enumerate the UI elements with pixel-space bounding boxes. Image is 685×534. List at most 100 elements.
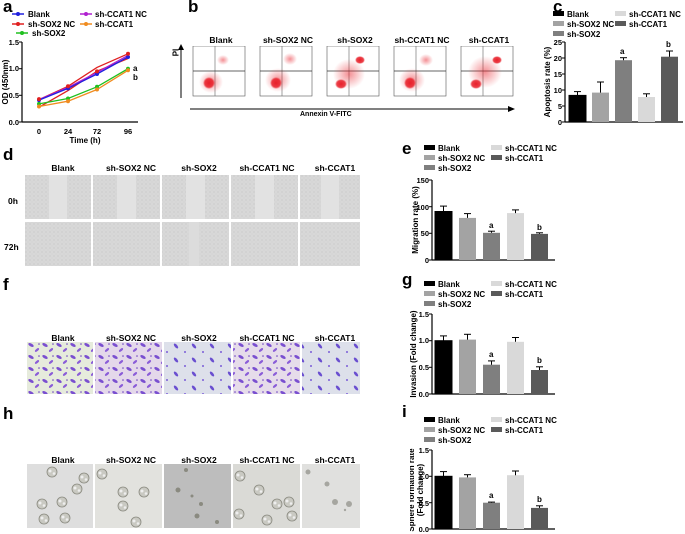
panel-label-h: h <box>3 404 14 423</box>
svg-text:sh-SOX2: sh-SOX2 <box>438 300 472 309</box>
panel-label-d: d <box>3 145 14 164</box>
flow-plots <box>192 46 514 97</box>
svg-text:sh-SOX2: sh-SOX2 <box>32 29 66 38</box>
svg-text:1.0: 1.0 <box>419 472 429 481</box>
annexin-axis-arrow-icon <box>190 106 515 112</box>
svg-text:150: 150 <box>416 176 429 185</box>
svg-text:0.0: 0.0 <box>9 118 19 127</box>
svg-text:20: 20 <box>554 54 562 63</box>
svg-text:a: a <box>489 491 494 500</box>
svg-text:sh-CCAT1: sh-CCAT1 <box>629 20 668 29</box>
svg-text:25: 25 <box>554 38 562 47</box>
svg-text:24: 24 <box>64 127 73 136</box>
svg-text:sh-CCAT1 NC: sh-CCAT1 NC <box>505 144 557 153</box>
svg-text:sh-SOX2: sh-SOX2 <box>438 164 472 173</box>
svg-text:sh-CCAT1 NC: sh-CCAT1 NC <box>95 10 147 19</box>
flow-xlabel: Annexin V-FITC <box>300 111 352 118</box>
wound-col-ccat1nc: sh-CCAT1 NC <box>239 163 295 173</box>
svg-text:Invasion (Fold change): Invasion (Fold change) <box>410 310 418 397</box>
svg-text:0: 0 <box>558 118 562 125</box>
flow-col-blank: Blank <box>209 35 233 45</box>
svg-text:sh-SOX2 NC: sh-SOX2 NC <box>567 20 614 29</box>
svg-text:0.5: 0.5 <box>419 363 429 372</box>
svg-text:15: 15 <box>554 70 562 79</box>
pi-axis-arrow-icon <box>178 44 184 98</box>
transwell-col-blank: Blank <box>51 333 75 343</box>
flow-col-ccat1nc: sh-CCAT1 NC <box>394 35 450 45</box>
svg-text:a: a <box>133 64 138 73</box>
svg-text:sh-CCAT1: sh-CCAT1 <box>505 154 544 163</box>
svg-text:0.5: 0.5 <box>419 499 429 508</box>
panel-label-b: b <box>188 0 199 16</box>
proliferation-line-chart: Blank sh-SOX2 NC sh-SOX2 sh-CCAT1 NC sh-… <box>1 10 147 145</box>
svg-text:5: 5 <box>558 102 562 111</box>
svg-text:sh-SOX2: sh-SOX2 <box>438 436 472 445</box>
sphere-col-blank: Blank <box>51 455 75 465</box>
svg-text:b: b <box>133 73 138 82</box>
panel-label-e: e <box>402 139 412 158</box>
svg-text:1.0: 1.0 <box>9 64 19 73</box>
svg-text:0.0: 0.0 <box>419 525 429 534</box>
svg-text:sh-CCAT1: sh-CCAT1 <box>95 20 134 29</box>
svg-text:Migration rate (%): Migration rate (%) <box>411 186 420 254</box>
svg-text:72: 72 <box>93 127 101 136</box>
svg-text:0.0: 0.0 <box>419 390 429 399</box>
flow-col-sox2nc: sh-SOX2 NC <box>262 35 314 45</box>
svg-text:Blank: Blank <box>567 10 589 19</box>
wound-row-72h: 72h <box>4 242 19 252</box>
svg-text:b: b <box>537 223 542 232</box>
svg-text:sh-CCAT1 NC: sh-CCAT1 NC <box>505 280 557 289</box>
svg-text:0.5: 0.5 <box>9 91 19 100</box>
svg-text:96: 96 <box>124 127 132 136</box>
svg-text:0: 0 <box>37 127 41 136</box>
transwell-col-sox2: sh-SOX2 <box>181 333 217 343</box>
svg-text:sh-CCAT1 NC: sh-CCAT1 NC <box>629 10 681 19</box>
svg-text:1.5: 1.5 <box>419 446 429 455</box>
svg-text:Blank: Blank <box>438 144 460 153</box>
svg-text:sh-SOX2 NC: sh-SOX2 NC <box>438 154 485 163</box>
invasion-bar-chart: Blank sh-SOX2 NC sh-SOX2 sh-CCAT1 NC sh-… <box>410 280 557 399</box>
panel-label-c: c <box>553 0 563 16</box>
svg-text:sh-CCAT1: sh-CCAT1 <box>505 290 544 299</box>
svg-text:sh-SOX2 NC: sh-SOX2 NC <box>28 20 75 29</box>
svg-text:a: a <box>620 47 625 56</box>
svg-text:Apoptosis rate (%): Apoptosis rate (%) <box>543 46 552 117</box>
svg-text:b: b <box>666 40 671 49</box>
svg-text:sh-CCAT1: sh-CCAT1 <box>505 426 544 435</box>
transwell-col-ccat1nc: sh-CCAT1 NC <box>239 333 295 343</box>
svg-text:sh-SOX2: sh-SOX2 <box>567 30 601 39</box>
svg-text:Blank: Blank <box>28 10 50 19</box>
sphere-formation-bar-chart: Blank sh-SOX2 NC sh-SOX2 sh-CCAT1 NC sh-… <box>410 416 557 534</box>
svg-text:Blank: Blank <box>438 416 460 425</box>
svg-text:sh-SOX2 NC: sh-SOX2 NC <box>438 426 485 435</box>
svg-text:50: 50 <box>421 229 429 238</box>
svg-text:b: b <box>537 356 542 365</box>
svg-text:sh-CCAT1 NC: sh-CCAT1 NC <box>505 416 557 425</box>
svg-text:1.0: 1.0 <box>419 336 429 345</box>
sphere-col-sox2nc: sh-SOX2 NC <box>105 455 157 465</box>
svg-text:1.5: 1.5 <box>419 310 429 319</box>
svg-text:100: 100 <box>416 203 429 212</box>
svg-text:10: 10 <box>554 86 562 95</box>
svg-text:Sphere formation rate: Sphere formation rate <box>410 448 416 532</box>
sphere-images <box>27 464 360 528</box>
svg-text:OD (450nm): OD (450nm) <box>1 59 10 104</box>
wound-col-sox2: sh-SOX2 <box>181 163 217 173</box>
svg-text:1.5: 1.5 <box>9 38 19 47</box>
svg-text:0: 0 <box>425 256 429 265</box>
wound-row-0h: 0h <box>8 196 18 206</box>
svg-text:a: a <box>489 350 494 359</box>
panel-label-a: a <box>3 0 13 16</box>
svg-text:sh-SOX2 NC: sh-SOX2 NC <box>438 290 485 299</box>
panel-label-g: g <box>402 270 413 289</box>
transwell-col-sox2nc: sh-SOX2 NC <box>105 333 157 343</box>
transwell-col-ccat1: sh-CCAT1 <box>314 333 356 343</box>
panel-label-f: f <box>3 275 9 294</box>
wound-col-ccat1: sh-CCAT1 <box>314 163 356 173</box>
sphere-col-sox2: sh-SOX2 <box>181 455 217 465</box>
wound-col-sox2nc: sh-SOX2 NC <box>105 163 157 173</box>
svg-text:a: a <box>489 221 494 230</box>
panel-label-i: i <box>402 402 407 421</box>
migration-bar-chart: Blank sh-SOX2 NC sh-SOX2 sh-CCAT1 NC sh-… <box>411 144 557 265</box>
apoptosis-bar-chart: Blank sh-SOX2 NC sh-SOX2 sh-CCAT1 NC sh-… <box>543 10 683 125</box>
